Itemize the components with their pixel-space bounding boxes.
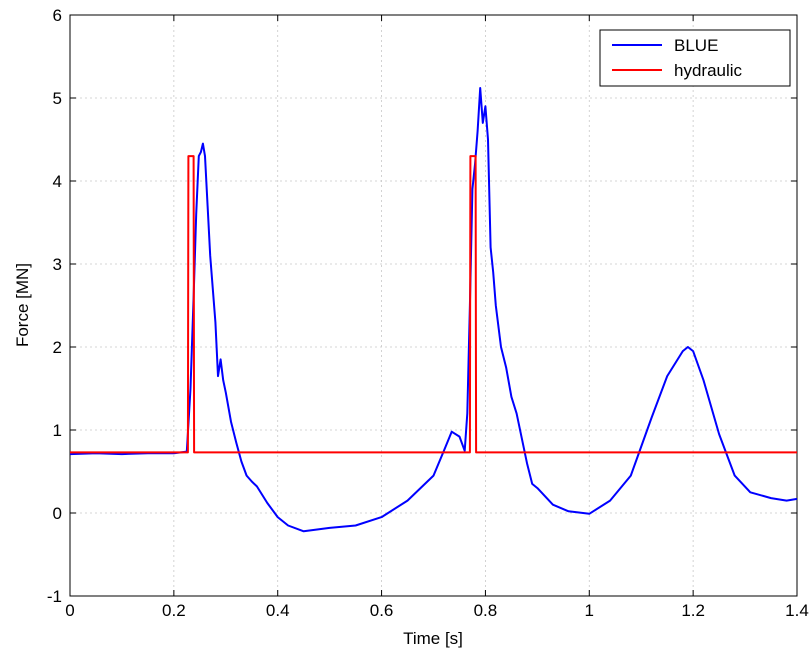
x-tick-label: 1	[585, 601, 594, 620]
legend-label-hydraulic: hydraulic	[674, 61, 743, 80]
legend: BLUE hydraulic	[599, 29, 791, 87]
y-tick-label: 2	[53, 338, 62, 357]
x-tick-label: 1.4	[785, 601, 809, 620]
series-line-blue	[69, 87, 798, 533]
plot-area-border	[69, 14, 798, 597]
legend-label-blue: BLUE	[674, 36, 718, 55]
x-tick-label: 0.2	[162, 601, 186, 620]
y-tick-label: -1	[47, 587, 62, 606]
x-axis-label: Time [s]	[403, 629, 463, 648]
y-tick-label: 4	[53, 172, 62, 191]
y-tick-label: 6	[53, 6, 62, 25]
y-tick-label: 5	[53, 89, 62, 108]
x-tick-label: 0.8	[474, 601, 498, 620]
y-tick-label: 3	[53, 255, 62, 274]
legend-box	[599, 29, 791, 87]
y-tick-label: 0	[53, 504, 62, 523]
series-line-hydraulic	[70, 155, 797, 454]
x-tick-label: 0.4	[266, 601, 290, 620]
x-tick-label: 0	[65, 601, 74, 620]
y-axis-label: Force [MN]	[13, 263, 32, 347]
series-layer	[69, 87, 798, 533]
x-tick-label: 0.6	[370, 601, 394, 620]
y-tick-label: 1	[53, 421, 62, 440]
x-tick-label: 1.2	[681, 601, 705, 620]
